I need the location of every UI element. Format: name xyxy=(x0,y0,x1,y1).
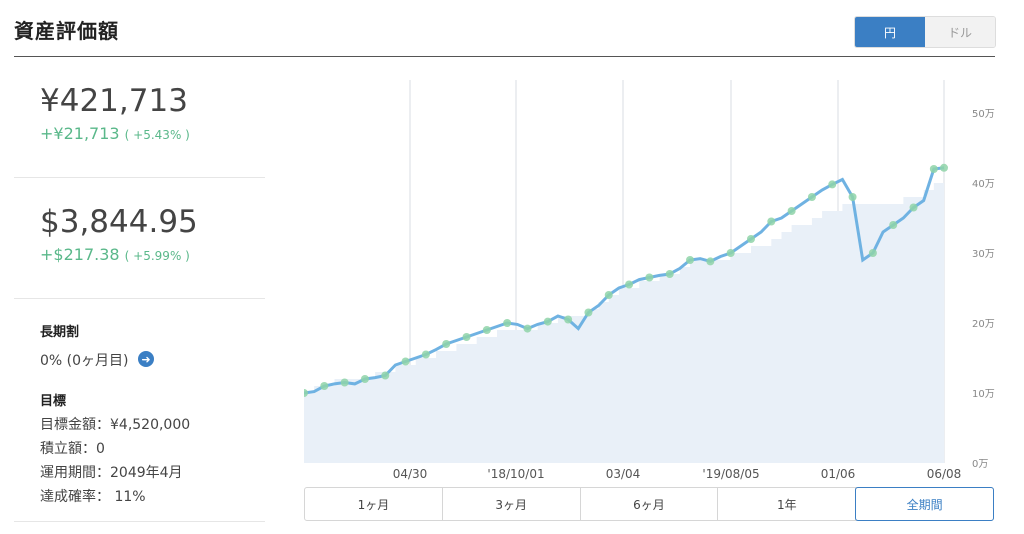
range-1m-button[interactable]: 1ヶ月 xyxy=(305,488,443,520)
y-tick-label: 20万 xyxy=(972,319,995,330)
data-point xyxy=(360,375,369,383)
contribution-area xyxy=(304,183,944,463)
goal-period: 運用期間：2049年4月 xyxy=(40,465,183,481)
summary-panel: ¥421,713 +¥21,713 ( +5.43% ) $3,844.95 +… xyxy=(14,57,265,522)
data-point xyxy=(787,207,796,215)
data-point xyxy=(828,180,837,189)
range-1y-button[interactable]: 1年 xyxy=(718,488,857,520)
range-all-button[interactable]: 全期間 xyxy=(855,487,994,521)
range-3m-button[interactable]: 3ヶ月 xyxy=(443,488,581,520)
data-point xyxy=(726,249,735,257)
data-point xyxy=(604,291,613,299)
page-title: 資産評価額 xyxy=(14,19,119,43)
data-point xyxy=(381,371,390,380)
goal-amount: 目標金額：¥4,520,000 xyxy=(40,417,191,433)
x-tick-label: 03/04 xyxy=(606,467,641,481)
y-tick-label: 50万 xyxy=(972,109,995,120)
goal-section: 長期割 0% (0ヶ月目) ➜ 目標 目標金額：¥4,520,000 積立額：0… xyxy=(14,299,265,522)
currency-toggle: 円 ドル xyxy=(854,16,996,48)
usd-change: +$217.38 ( +5.99% ) xyxy=(40,245,190,264)
data-point xyxy=(503,319,512,327)
data-point xyxy=(584,308,593,317)
data-point xyxy=(706,257,715,266)
jpy-value: ¥421,713 xyxy=(40,83,188,119)
currency-dollar-button[interactable]: ドル xyxy=(925,17,995,47)
data-point xyxy=(625,280,634,289)
data-point xyxy=(909,203,918,212)
jpy-change-pct: ( +5.43% ) xyxy=(124,128,190,142)
x-tick-label: 06/08 xyxy=(927,467,962,481)
long-term-value: 0% (0ヶ月目) xyxy=(40,353,129,369)
data-point xyxy=(462,333,471,341)
jpy-change: +¥21,713 ( +5.43% ) xyxy=(40,124,190,143)
usd-change-amount: +$217.38 xyxy=(40,245,120,264)
usd-change-pct: ( +5.99% ) xyxy=(124,249,190,263)
data-point xyxy=(320,382,329,390)
goal-label: 目標 xyxy=(40,394,67,409)
page-header: 資産評価額 円 ドル xyxy=(14,0,996,57)
range-selector: 1ヶ月 3ヶ月 6ヶ月 1年 全期間 xyxy=(304,487,994,521)
y-tick-label: 30万 xyxy=(972,249,995,260)
asset-chart: 0万 10万 20万 30万 40万 50万 04/30 '18/10/01 03/04 '19… xyxy=(304,80,995,481)
x-tick-label: '18/10/01 xyxy=(487,467,544,481)
data-point xyxy=(482,326,491,334)
goal-probability: 達成確率： 11% xyxy=(40,489,146,505)
data-point xyxy=(340,378,349,387)
long-term-label: 長期割 xyxy=(40,325,80,340)
data-point xyxy=(746,235,755,243)
data-point xyxy=(940,163,948,172)
data-point xyxy=(868,249,877,257)
data-point xyxy=(442,340,451,348)
data-point xyxy=(767,217,776,226)
data-point xyxy=(543,317,552,326)
data-point xyxy=(304,389,308,397)
y-tick-label: 10万 xyxy=(972,389,995,400)
data-point xyxy=(929,165,938,173)
goal-contribution: 積立額：0 xyxy=(40,441,105,457)
x-tick-label: 04/30 xyxy=(393,467,428,481)
arrow-right-icon[interactable]: ➜ xyxy=(138,351,154,367)
y-tick-label: 0万 xyxy=(972,459,988,470)
data-point xyxy=(645,273,654,282)
jpy-change-amount: +¥21,713 xyxy=(40,124,120,143)
asset-value-line xyxy=(304,166,945,395)
data-point xyxy=(401,357,410,366)
data-point xyxy=(889,221,898,229)
x-tick-label: 01/06 xyxy=(821,467,856,481)
data-point xyxy=(686,256,695,264)
data-point xyxy=(523,324,532,333)
data-point xyxy=(421,350,430,359)
y-tick-label: 40万 xyxy=(972,179,995,190)
usd-value: $3,844.95 xyxy=(40,204,198,240)
data-point xyxy=(848,193,857,201)
range-6m-button[interactable]: 6ヶ月 xyxy=(581,488,719,520)
currency-yen-button[interactable]: 円 xyxy=(855,17,925,47)
data-point xyxy=(665,270,674,278)
jpy-summary: ¥421,713 +¥21,713 ( +5.43% ) xyxy=(14,57,265,178)
data-point xyxy=(564,315,573,324)
x-tick-label: '19/08/05 xyxy=(702,467,759,481)
usd-summary: $3,844.95 +$217.38 ( +5.99% ) xyxy=(14,178,265,299)
data-point xyxy=(807,193,816,201)
